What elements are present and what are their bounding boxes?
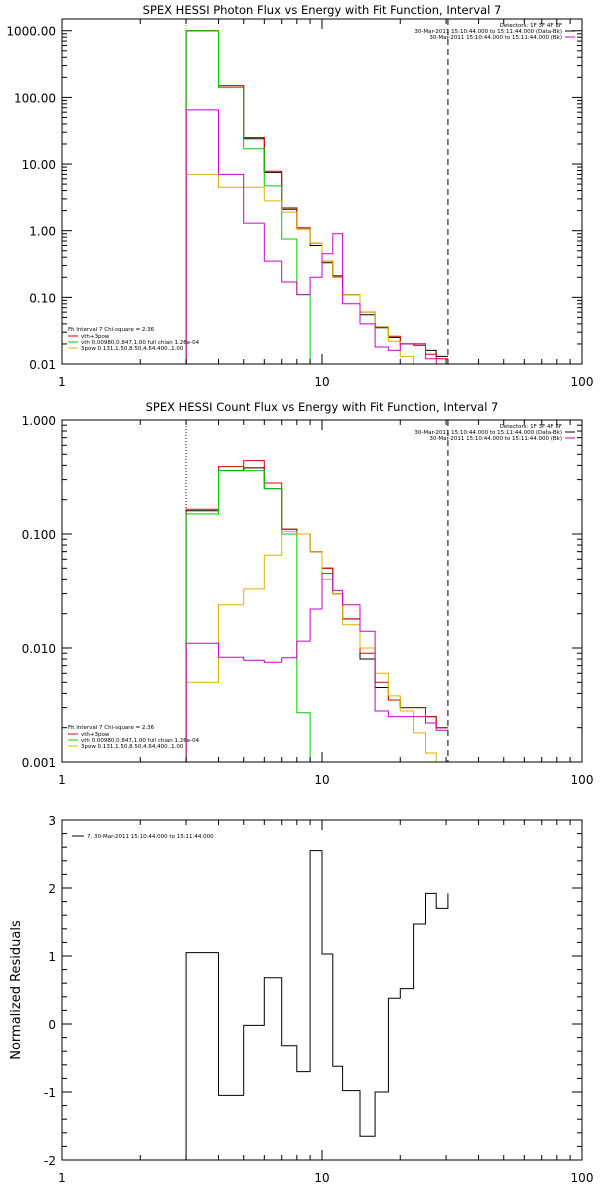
chart-panel-2 — [61, 419, 583, 763]
y-tick-label: 1000.00 — [6, 25, 56, 39]
x-tick-label: 100 — [571, 773, 594, 787]
y-tick-label: 0.010 — [22, 642, 56, 656]
legend-bottomleft-entry: 3pow 0.131,1.50,8.50,4.64,400.,1.00 — [81, 744, 184, 750]
series-line-2 — [185, 460, 448, 762]
legend-topright-entry: 30-Mar-2011 15:10:44.000 to 15:11:44.000… — [414, 430, 562, 436]
series-line-1 — [185, 850, 449, 1160]
y-tick-label: 0.001 — [22, 756, 56, 770]
y-axis-label: Normalized Residuals — [9, 920, 24, 1060]
series-line-3 — [185, 30, 311, 364]
y-tick-label: 1.00 — [29, 225, 56, 239]
x-tick-label: 10 — [314, 1171, 329, 1185]
y-tick-label: -1 — [44, 1086, 56, 1100]
y-tick-label: 1 — [48, 950, 56, 964]
x-tick-label: 10 — [314, 773, 329, 787]
y-tick-label: 2 — [48, 882, 56, 896]
y-tick-label: 100.00 — [14, 91, 56, 105]
data-series-group — [185, 460, 448, 762]
series-line-5 — [185, 573, 448, 762]
data-series-group — [185, 30, 448, 364]
x-tick-label: 1 — [58, 375, 66, 389]
legend-topright-entry: Detectors: 1F 3F 4F 8F — [500, 424, 562, 430]
series-line-3 — [185, 470, 311, 762]
y-tick-label: 0.01 — [29, 358, 56, 372]
legend-fit-title: Fit Interval 7 Chi-square = 2.36 — [68, 327, 155, 333]
legend-bottomleft-entry: vth 0.00980,0.847,1.00 full chian 1.26e-… — [81, 340, 200, 346]
data-series-group — [185, 850, 449, 1160]
legend-bottomleft-entry: 3pow 0.131,1.50,8.50,4.64,400.,1.00 — [81, 346, 184, 352]
y-tick-label: 0.100 — [22, 528, 56, 542]
y-tick-label: 0 — [48, 1018, 56, 1032]
series-line-4 — [185, 531, 437, 762]
x-tick-label: 100 — [571, 375, 594, 389]
legend-fit-title: Fit Interval 7 Chi-square = 2.36 — [68, 725, 155, 731]
legend-entry: 7. 30-Mar-2011 15:10:44.000 to 15:11:44.… — [87, 834, 214, 840]
series-line-5 — [185, 109, 437, 364]
legend-bottomleft-entry: vth 0.00980,0.847,1.00 full chian 1.26e-… — [81, 738, 200, 744]
legend-topright-entry: 30-Mar-2011 15:10:44.000 to 15:11:44.000… — [429, 35, 562, 41]
chart-panel-3 — [61, 819, 583, 1161]
series-line-4 — [185, 173, 415, 364]
legend-topright-entry: 30-Mar-2011 15:10:44.000 to 15:11:44.000… — [429, 436, 562, 442]
chart-panel-1 — [61, 18, 583, 365]
y-tick-label: 10.00 — [22, 158, 56, 172]
series-line-1 — [185, 467, 448, 762]
plot-frame — [61, 18, 583, 365]
x-tick-label: 1 — [58, 1171, 66, 1185]
series-line-2 — [185, 30, 448, 364]
chart-title: SPEX HESSI Photon Flux vs Energy with Fi… — [143, 3, 502, 17]
y-tick-label: 3 — [48, 814, 56, 828]
y-tick-label: 1.000 — [22, 414, 56, 428]
x-tick-label: 100 — [571, 1171, 594, 1185]
x-tick-label: 1 — [58, 773, 66, 787]
legend-bottomleft-entry: vth+3pow — [81, 732, 110, 738]
x-tick-label: 10 — [314, 375, 329, 389]
legend-bottomleft-entry: vth+3pow — [81, 334, 110, 340]
y-tick-label: 0.10 — [29, 291, 56, 305]
legend-topright-entry: Detectors: 1F 3F 4F 8F — [500, 23, 562, 29]
chart-title: SPEX HESSI Count Flux vs Energy with Fit… — [146, 400, 499, 414]
y-tick-label: -2 — [44, 1154, 56, 1168]
series-line-1 — [185, 30, 448, 364]
legend-topright-entry: 30-Mar-2011 15:10:44.000 to 15:11:44.000… — [414, 29, 562, 35]
